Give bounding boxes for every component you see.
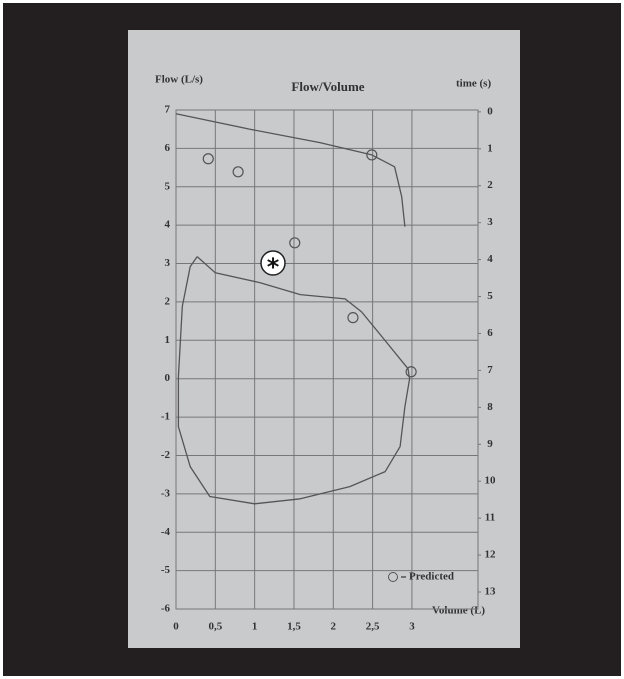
y-tick-label: -2 xyxy=(161,449,171,461)
y-tick-label: -4 xyxy=(161,526,171,538)
y2-tick-label: 11 xyxy=(485,512,495,524)
y-tick-label: 4 xyxy=(165,219,171,231)
paper xyxy=(128,30,520,648)
chart: Flow/Volume Flow (L/s) time (s) Volume (… xyxy=(0,0,624,679)
x-tick-label: 3 xyxy=(409,621,415,633)
y2-tick-label: 12 xyxy=(485,549,497,561)
y2-tick-label: 3 xyxy=(487,216,493,228)
y2-tick-label: 7 xyxy=(487,364,493,376)
y-tick-label: -6 xyxy=(161,603,171,615)
y-tick-label: 7 xyxy=(165,104,171,116)
y-tick-label: 5 xyxy=(165,180,171,192)
y2-tick-label: 10 xyxy=(485,475,497,487)
annotation: * xyxy=(267,253,280,281)
y2-tick-label: 13 xyxy=(485,586,497,598)
y2-tick-label: 9 xyxy=(487,438,493,450)
y-tick-label: -3 xyxy=(161,487,171,499)
y2-tick-label: 0 xyxy=(487,105,493,117)
y2-tick-label: 5 xyxy=(487,290,493,302)
x-tick-label: 1 xyxy=(252,621,258,633)
x-tick-label: 2 xyxy=(331,621,337,633)
x-axis-label: Volume (L) xyxy=(432,605,485,617)
y-tick-label: 6 xyxy=(165,142,171,154)
y-tick-label: -5 xyxy=(161,564,171,576)
y-tick-label: 2 xyxy=(165,295,171,307)
y-tick-label: 1 xyxy=(165,334,171,346)
x-tick-label: 0 xyxy=(173,621,179,633)
y-tick-label: -1 xyxy=(161,411,170,423)
y2-axis-label: time (s) xyxy=(456,78,491,90)
y2-tick-label: 6 xyxy=(487,327,493,339)
y-tick-label: 3 xyxy=(165,257,171,269)
x-tick-label: 2,5 xyxy=(366,621,380,633)
y-axis-label: Flow (L/s) xyxy=(155,74,203,86)
y2-tick-label: 4 xyxy=(487,253,493,265)
x-tick-label: 0,5 xyxy=(208,621,222,633)
chart-title: Flow/Volume xyxy=(291,79,364,94)
page: {"chart_data": {"type": "line", "title":… xyxy=(0,0,624,679)
y-tick-label: 0 xyxy=(165,372,171,384)
y2-tick-label: 8 xyxy=(487,401,493,413)
x-tick-label: 1,5 xyxy=(287,621,301,633)
y2-tick-label: 2 xyxy=(487,179,493,191)
legend-label: Predicted xyxy=(409,571,454,583)
y2-tick-label: 1 xyxy=(487,142,493,154)
